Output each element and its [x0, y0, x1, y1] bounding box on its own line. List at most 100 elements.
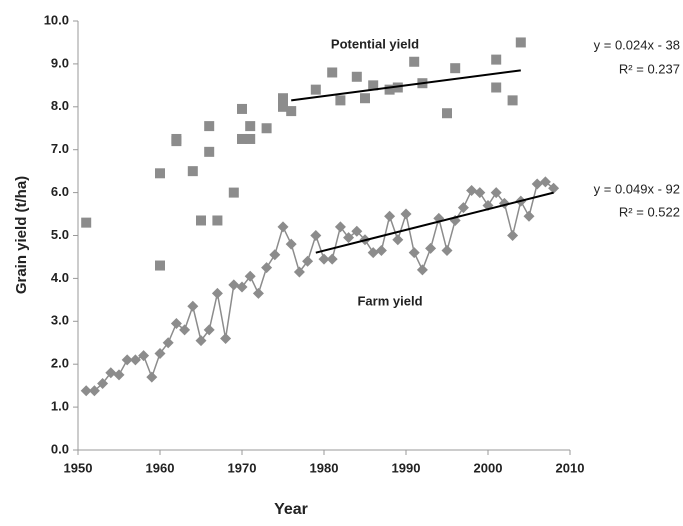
diamond-marker — [457, 202, 469, 214]
diamond-marker — [187, 300, 199, 312]
square-marker — [327, 67, 338, 78]
square-marker — [392, 82, 403, 93]
x-tick-label: 1950 — [64, 460, 93, 475]
x-axis-label: Year — [274, 501, 308, 518]
diamond-marker — [203, 324, 215, 336]
diamond-marker — [548, 182, 560, 194]
y-tick-label: 7.0 — [51, 141, 69, 156]
diamond-marker — [416, 264, 428, 276]
diamond-marker — [261, 262, 273, 274]
square-marker — [171, 133, 182, 144]
diamond-marker — [105, 367, 117, 379]
diamond-marker — [425, 242, 437, 254]
diamond-marker — [170, 317, 182, 329]
square-marker — [515, 37, 526, 48]
diamond-marker — [302, 255, 314, 267]
diamond-marker — [523, 210, 535, 222]
diamond-marker — [179, 324, 191, 336]
square-marker — [196, 215, 206, 226]
series-line — [86, 181, 555, 392]
trendline — [315, 191, 554, 254]
y-tick-label: 0.0 — [51, 441, 69, 456]
x-tick-label: 2000 — [474, 460, 503, 475]
diamond-marker — [236, 281, 248, 293]
square-marker — [155, 260, 165, 271]
trend-equation: y = 0.024x - 38 — [594, 37, 680, 52]
square-marker — [245, 133, 256, 144]
square-marker — [450, 63, 461, 74]
y-tick-label: 2.0 — [51, 356, 69, 371]
diamond-marker — [293, 266, 305, 278]
x-tick-label: 1970 — [228, 460, 257, 475]
square-marker — [278, 93, 288, 104]
x-tick-label: 1980 — [310, 460, 339, 475]
trend-r-squared: R² = 0.237 — [619, 61, 680, 76]
diamond-marker — [318, 253, 330, 265]
square-marker — [507, 95, 518, 106]
diamond-marker — [375, 245, 387, 257]
diamond-marker — [277, 221, 289, 233]
y-tick-label: 1.0 — [51, 399, 69, 414]
y-tick-label: 3.0 — [51, 313, 69, 328]
diamond-marker — [343, 232, 355, 244]
diamond-marker — [195, 335, 207, 347]
x-tick-label: 1990 — [392, 460, 421, 475]
square-marker — [212, 215, 223, 226]
diamond-marker — [466, 184, 478, 196]
diamond-marker — [244, 270, 256, 282]
diamond-marker — [228, 279, 240, 291]
square-marker — [204, 121, 215, 132]
square-marker — [278, 101, 288, 112]
diamond-marker — [113, 369, 125, 381]
x-tick-label: 1960 — [146, 460, 175, 475]
diamond-marker — [97, 378, 109, 390]
diamond-marker — [80, 385, 92, 397]
diamond-marker — [507, 230, 519, 241]
diamond-marker — [138, 350, 150, 362]
diamond-marker — [441, 245, 453, 257]
diamond-marker — [367, 247, 379, 259]
square-marker — [155, 168, 165, 179]
diamond-marker — [220, 332, 232, 344]
square-marker — [360, 93, 370, 104]
y-tick-label: 8.0 — [51, 98, 69, 113]
square-marker — [351, 71, 362, 82]
square-marker — [286, 106, 297, 117]
square-marker — [237, 103, 247, 114]
diamond-marker — [162, 337, 174, 349]
square-marker — [261, 123, 272, 134]
diamond-marker — [154, 347, 166, 359]
trendline — [291, 69, 521, 102]
diamond-marker — [400, 208, 412, 220]
square-marker — [368, 80, 379, 91]
diamond-marker — [474, 187, 486, 199]
square-marker — [81, 217, 92, 228]
diamond-marker — [351, 225, 363, 237]
diamond-marker — [490, 187, 502, 199]
diamond-marker — [285, 238, 297, 250]
diamond-marker — [408, 247, 420, 259]
square-marker — [245, 121, 256, 132]
square-marker — [442, 108, 452, 119]
y-tick-label: 6.0 — [51, 184, 69, 199]
square-marker — [204, 146, 215, 157]
y-tick-label: 9.0 — [51, 55, 69, 70]
diamond-marker — [211, 287, 223, 299]
square-marker — [384, 84, 395, 95]
diamond-marker — [531, 178, 543, 190]
square-marker — [335, 95, 346, 106]
x-tick-label: 2010 — [556, 460, 585, 475]
trend-r-squared: R² = 0.522 — [619, 204, 680, 219]
trend-equation: y = 0.049x - 92 — [594, 181, 680, 196]
diamond-marker — [310, 230, 322, 241]
square-marker — [491, 54, 502, 65]
y-axis-label: Grain yield (t/ha) — [13, 176, 30, 294]
y-tick-label: 4.0 — [51, 270, 69, 285]
series-label: Farm yield — [357, 293, 422, 308]
diamond-marker — [252, 287, 264, 299]
series-label: Potential yield — [331, 36, 419, 51]
square-marker — [491, 82, 502, 93]
diamond-marker — [121, 354, 133, 366]
square-marker — [237, 133, 247, 144]
